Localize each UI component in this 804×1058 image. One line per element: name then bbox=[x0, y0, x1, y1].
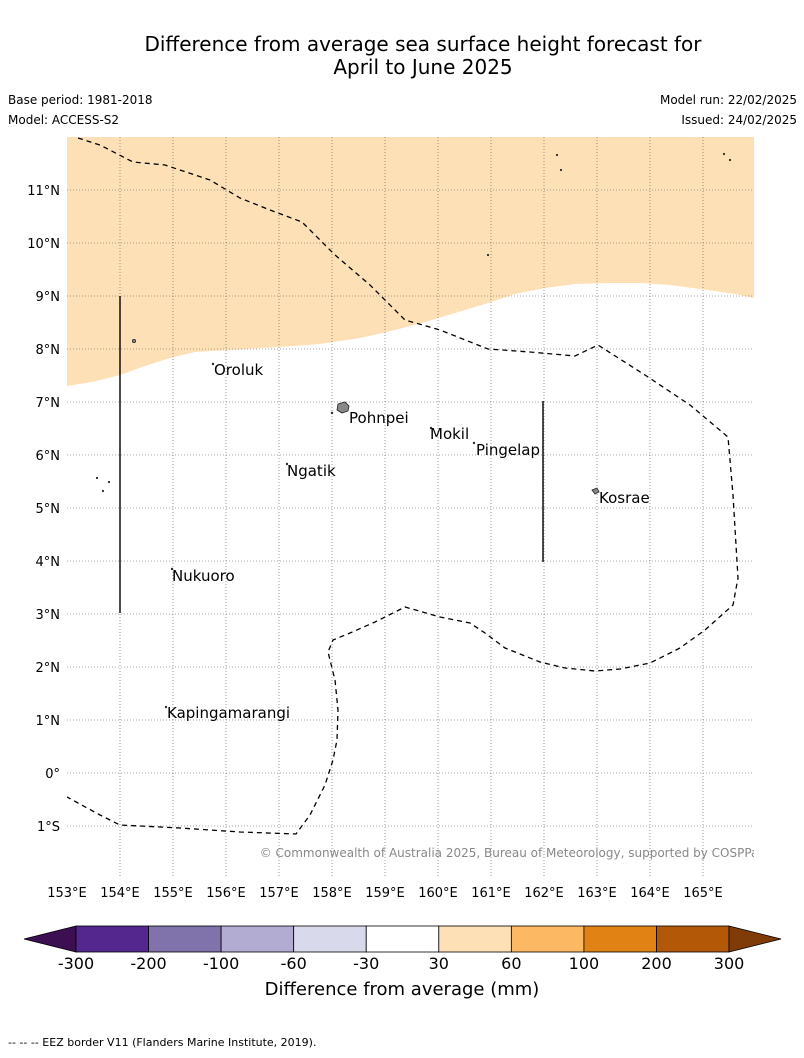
lat-label: 5°N bbox=[36, 502, 61, 517]
colorbar-tick: -200 bbox=[130, 954, 166, 973]
colorbar: -300 -200 -100 -60 -30 30 60 100 200 300 Differen… bbox=[23, 925, 782, 1000]
islet bbox=[555, 153, 559, 157]
place-label-pingelap: Pingelap bbox=[476, 441, 540, 459]
colorbar-tick: 100 bbox=[569, 954, 600, 973]
lon-label: 160°E bbox=[418, 886, 458, 901]
pohnpei-island bbox=[336, 401, 350, 414]
copyright-note: © Commonwealth of Australia 2025, Bureau… bbox=[260, 846, 765, 860]
lat-label: 9°N bbox=[36, 290, 61, 305]
base-period: Base period: 1981-2018 bbox=[8, 93, 153, 107]
place-label-pohnpei: Pohnpei bbox=[349, 409, 409, 427]
place-label-ngatik: Ngatik bbox=[287, 462, 336, 480]
colorbar-box bbox=[220, 925, 295, 953]
lat-label: 6°N bbox=[36, 449, 61, 464]
islet bbox=[486, 253, 490, 257]
colorbar-tick: 60 bbox=[501, 954, 521, 973]
islet bbox=[559, 168, 563, 172]
colorbar-tick: -30 bbox=[353, 954, 379, 973]
colorbar-tick: -60 bbox=[281, 954, 307, 973]
lon-label: 162°E bbox=[524, 886, 564, 901]
lat-label: 8°N bbox=[36, 343, 61, 358]
lon-label: 165°E bbox=[683, 886, 723, 901]
islet bbox=[95, 476, 99, 480]
colorbar-box bbox=[75, 925, 149, 953]
model-run: Model run: 22/02/2025 bbox=[659, 93, 797, 107]
longitude-labels: 153°E 154°E 155°E 156°E 157°E 158°E 159°E 160°E… bbox=[47, 886, 723, 901]
lon-label: 157°E bbox=[259, 886, 299, 901]
colorbar-box bbox=[656, 925, 730, 953]
map-area: Oroluk Pohnpei Mokil Pingelap Ngatik Kos… bbox=[67, 137, 765, 877]
place-label-nukuoro: Nukuoro bbox=[172, 567, 235, 585]
title-line-2: April to June 2025 bbox=[333, 55, 513, 79]
graticule bbox=[67, 137, 754, 877]
anomaly-region-30-60 bbox=[67, 137, 754, 386]
colorbar-box bbox=[510, 925, 585, 953]
colorbar-box bbox=[438, 925, 512, 953]
place-label-mokil: Mokil bbox=[430, 425, 469, 443]
lat-label: 11°N bbox=[27, 184, 60, 199]
place-label-kapingamarangi: Kapingamarangi bbox=[167, 704, 290, 722]
lon-label: 155°E bbox=[153, 886, 193, 901]
islet bbox=[131, 338, 136, 343]
model-name: Model: ACCESS-S2 bbox=[8, 113, 120, 127]
lat-label: 0° bbox=[45, 767, 60, 782]
colorbar-box bbox=[365, 925, 440, 953]
title-line-1: Difference from average sea surface heig… bbox=[144, 32, 702, 56]
colorbar-tick: -300 bbox=[58, 954, 94, 973]
lon-label: 163°E bbox=[577, 886, 617, 901]
lat-label: 10°N bbox=[27, 237, 60, 252]
colorbar-label: Difference from average (mm) bbox=[265, 979, 540, 1000]
lon-label: 159°E bbox=[365, 886, 405, 901]
eez-footnote: -- -- -- EEZ border V11 (Flanders Marine… bbox=[8, 1036, 317, 1049]
islet bbox=[101, 489, 105, 493]
islet bbox=[722, 152, 726, 156]
place-label-oroluk: Oroluk bbox=[214, 361, 263, 379]
place-labels: Oroluk Pohnpei Mokil Pingelap Ngatik Kos… bbox=[167, 361, 650, 722]
lon-label: 164°E bbox=[630, 886, 670, 901]
land-features bbox=[95, 152, 732, 709]
lon-label: 154°E bbox=[100, 886, 140, 901]
latitude-labels: 11°N 10°N 9°N 8°N 7°N 6°N 5°N 4°N 3°N 2°N 1°N 0° 1°S bbox=[27, 184, 60, 835]
lon-label: 153°E bbox=[47, 886, 87, 901]
colorbar-box bbox=[583, 925, 657, 953]
colorbar-box bbox=[148, 925, 222, 953]
kosrae-island bbox=[591, 487, 600, 495]
islet bbox=[472, 441, 476, 445]
islet bbox=[170, 567, 174, 571]
colorbar-boxes bbox=[75, 925, 730, 953]
islet bbox=[107, 480, 111, 484]
issued-date: Issued: 24/02/2025 bbox=[681, 113, 797, 127]
lon-label: 161°E bbox=[471, 886, 511, 901]
colorbar-tick: 300 bbox=[714, 954, 745, 973]
colorbar-box bbox=[293, 925, 367, 953]
colorbar-tick: 200 bbox=[641, 954, 672, 973]
islet bbox=[330, 411, 334, 415]
colorbar-extend-high bbox=[728, 925, 782, 953]
islet bbox=[211, 362, 215, 366]
colorbar-tick-labels: -300 -200 -100 -60 -30 30 60 100 200 300 bbox=[58, 954, 744, 973]
islet bbox=[285, 462, 289, 466]
lat-label: 1°S bbox=[37, 820, 60, 835]
lat-label: 4°N bbox=[36, 555, 61, 570]
islet bbox=[728, 158, 732, 162]
colorbar-tick: -100 bbox=[203, 954, 239, 973]
lat-label: 7°N bbox=[36, 396, 61, 411]
colorbar-extend-low bbox=[23, 925, 77, 953]
islet bbox=[429, 426, 433, 430]
lat-label: 2°N bbox=[36, 661, 61, 676]
lon-label: 158°E bbox=[312, 886, 352, 901]
eez-border bbox=[67, 137, 739, 835]
colorbar-tick: 30 bbox=[429, 954, 449, 973]
lat-label: 1°N bbox=[36, 714, 61, 729]
lon-label: 156°E bbox=[206, 886, 246, 901]
islet bbox=[164, 705, 168, 709]
lat-label: 3°N bbox=[36, 608, 61, 623]
chart-title: Difference from average sea surface heig… bbox=[0, 33, 804, 79]
place-label-kosrae: Kosrae bbox=[599, 489, 650, 507]
